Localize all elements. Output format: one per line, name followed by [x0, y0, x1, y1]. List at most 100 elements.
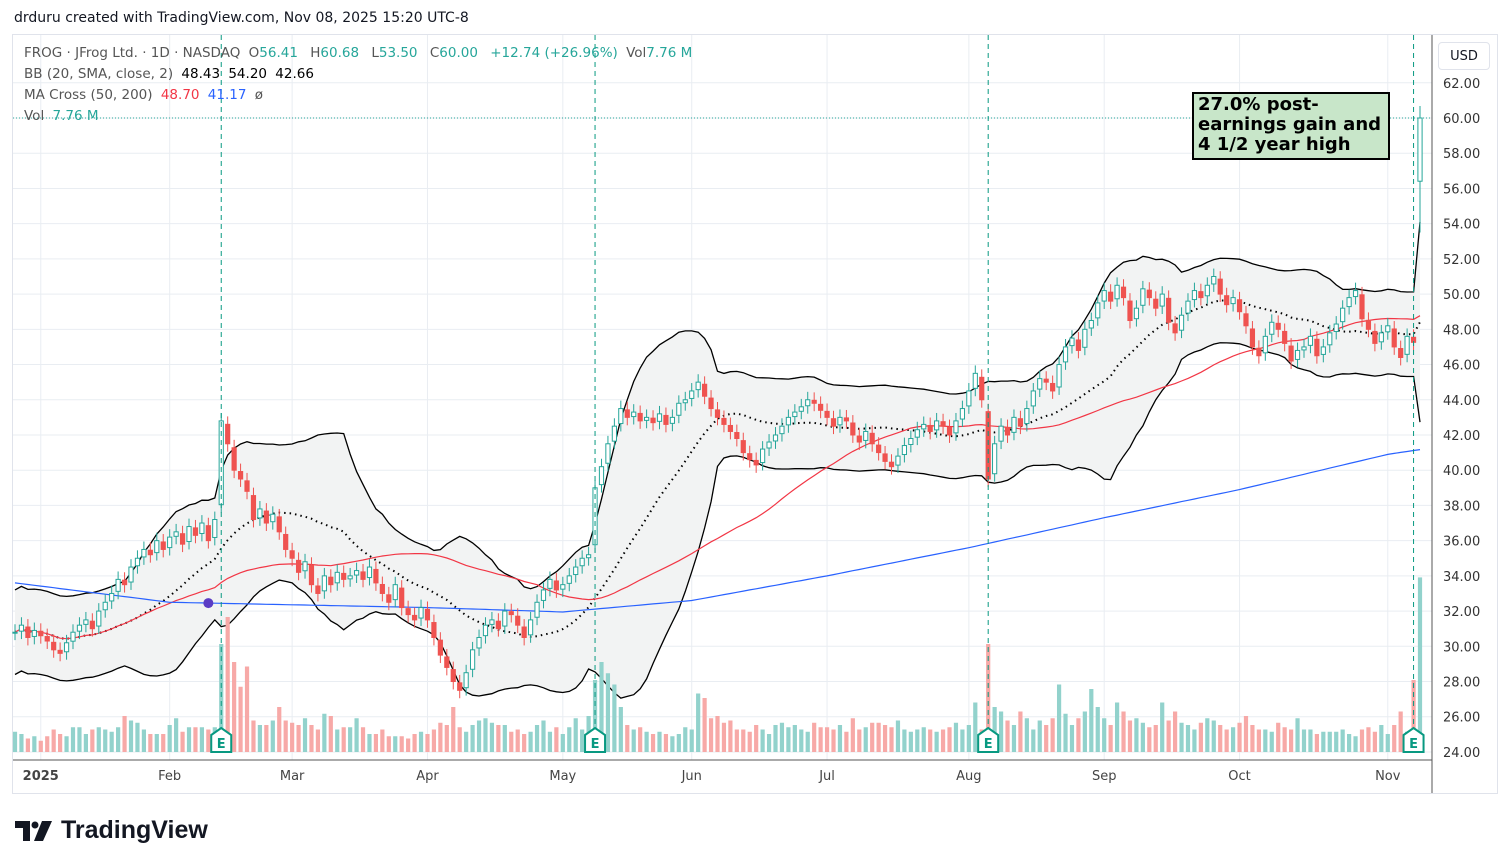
ma50-line	[14, 315, 1421, 640]
volume-bar	[283, 720, 288, 752]
candle-body	[856, 435, 862, 443]
volume-bar	[973, 702, 978, 752]
volume-bar	[1385, 734, 1390, 752]
bb-legend[interactable]: BB (20, SMA, close, 2) 48.43 54.20 42.66	[24, 66, 318, 82]
price-axis-label: 56.00	[1443, 182, 1480, 197]
candle-body	[450, 669, 456, 683]
candle-body	[882, 453, 888, 462]
volume-bar	[1218, 725, 1223, 752]
volume-bar	[786, 727, 791, 752]
candle-body	[57, 649, 63, 654]
time-axis-label: May	[549, 769, 576, 784]
earnings-marker[interactable]	[977, 726, 1000, 753]
volume-bar	[1005, 720, 1010, 752]
volume-bar	[837, 725, 843, 752]
volume-bar	[360, 727, 366, 752]
candle-body	[328, 576, 334, 586]
volume-bar	[348, 727, 353, 752]
price-axis-label: 48.00	[1443, 323, 1480, 338]
volume-bar	[1018, 711, 1023, 752]
candle-body	[1172, 323, 1178, 334]
candle-body	[560, 584, 566, 590]
volume-bar	[754, 725, 759, 752]
candle-body	[83, 619, 89, 625]
volume-bar	[1095, 707, 1100, 752]
volume-bar	[908, 731, 913, 752]
candle-body	[1178, 314, 1185, 331]
candle-body	[914, 429, 920, 438]
candle-body	[231, 447, 237, 471]
candle-body	[637, 412, 643, 422]
earnings-marker[interactable]	[210, 726, 233, 753]
candle-body	[154, 540, 160, 554]
volume-bar	[721, 722, 727, 752]
candle-body	[1385, 325, 1391, 333]
volume-bar	[64, 736, 69, 752]
earnings-marker[interactable]	[584, 726, 607, 753]
earnings-marker-label: E	[984, 737, 993, 752]
candle-body	[270, 513, 276, 523]
candle-body	[1127, 300, 1133, 322]
candle-body	[611, 425, 617, 442]
ma-cross-legend[interactable]: MA Cross (50, 200) 48.70 41.17 ø	[24, 87, 267, 103]
price-axis-label: 50.00	[1443, 288, 1480, 303]
tradingview-logo[interactable]: TradingView	[15, 816, 208, 845]
candle-body	[70, 631, 76, 642]
candle-body	[888, 461, 895, 468]
volume-bar	[715, 716, 720, 752]
volume-bar	[1211, 720, 1216, 752]
volume-bar	[19, 734, 24, 752]
volume-bar	[444, 725, 449, 752]
candle-body	[734, 432, 740, 440]
ma200-value: 41.17	[207, 87, 247, 103]
candle-body	[1288, 345, 1294, 362]
volume-bar	[708, 718, 714, 752]
volume-bar	[1205, 718, 1210, 752]
volume-bar	[857, 729, 862, 752]
volume-bar	[863, 727, 868, 752]
volume-bar	[1121, 711, 1126, 752]
candle-body	[366, 566, 373, 579]
volume-legend[interactable]: Vol 7.76 M	[24, 108, 103, 124]
candle-body	[515, 615, 521, 626]
candle-body	[295, 559, 302, 573]
candle-body	[1056, 364, 1062, 388]
candle-body	[1398, 348, 1404, 358]
candle-body	[418, 607, 424, 619]
volume-bar	[483, 718, 488, 752]
volume-bar	[1256, 729, 1261, 752]
volume-bar	[824, 727, 830, 752]
candle-body	[457, 682, 463, 691]
price-axis-label: 62.00	[1443, 77, 1480, 92]
volume-bar	[509, 731, 514, 752]
candle-body	[1372, 330, 1378, 344]
volume-bar	[953, 722, 959, 752]
candle-body	[837, 416, 843, 426]
volume-bar	[32, 736, 37, 752]
candle-body	[1191, 290, 1198, 301]
volume-bar	[186, 727, 192, 752]
chart-credit: drduru created with TradingView.com, Nov…	[14, 10, 469, 26]
candle-body	[399, 587, 405, 609]
volume-bar	[489, 722, 495, 752]
volume-bar	[1398, 711, 1403, 752]
candle-body	[785, 416, 791, 426]
currency-button[interactable]: USD	[1438, 42, 1490, 70]
candle-body	[141, 548, 147, 558]
candle-body	[876, 444, 882, 454]
volume-bar	[476, 720, 482, 752]
candle-body	[1282, 330, 1288, 344]
volume-bar	[631, 729, 636, 752]
candle-body	[1314, 338, 1320, 357]
candle-body	[96, 610, 102, 627]
candle-body	[386, 594, 392, 603]
volume-bar	[302, 718, 308, 752]
volume-bar	[1114, 702, 1120, 752]
symbol-info[interactable]: FROG · JFrog Ltd. · 1D · NASDAQ	[24, 45, 241, 61]
candle-body	[830, 418, 837, 427]
earnings-marker[interactable]	[1402, 726, 1425, 753]
volume-bar	[309, 725, 314, 752]
candle-body	[547, 578, 553, 589]
candle-body	[843, 417, 849, 422]
